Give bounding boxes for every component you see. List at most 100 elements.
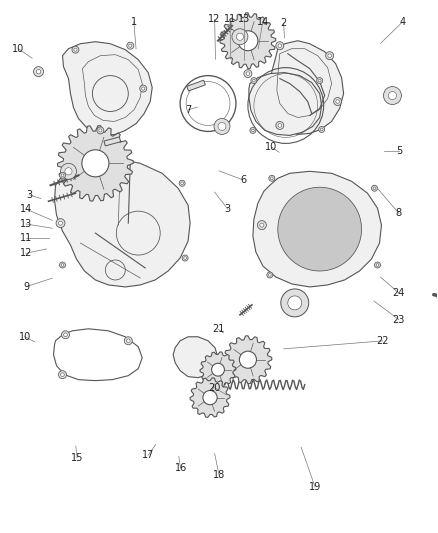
Circle shape [389,92,396,100]
Circle shape [218,123,226,131]
Circle shape [66,169,71,174]
Circle shape [286,195,353,263]
Circle shape [250,127,256,133]
Circle shape [97,127,104,134]
Circle shape [390,93,395,98]
Text: 13: 13 [238,14,251,25]
Circle shape [59,221,63,225]
Text: 19: 19 [309,482,321,492]
Text: 23: 23 [393,314,405,325]
Text: 14: 14 [257,17,269,27]
Circle shape [61,174,64,176]
Circle shape [278,44,282,47]
Circle shape [269,175,275,181]
Circle shape [232,29,248,45]
Circle shape [318,79,321,82]
Circle shape [326,52,334,60]
Text: 11: 11 [20,233,32,244]
Polygon shape [190,378,230,417]
Circle shape [328,54,332,58]
Circle shape [386,90,399,101]
Text: 16: 16 [174,463,187,473]
Circle shape [181,182,184,184]
Polygon shape [220,13,276,69]
Text: 14: 14 [20,204,32,214]
Circle shape [253,79,255,82]
Text: 5: 5 [396,146,402,156]
Circle shape [124,337,132,345]
Circle shape [235,32,245,42]
Text: 7: 7 [185,105,191,115]
Text: 11: 11 [224,14,236,25]
Text: 12: 12 [20,248,32,258]
Circle shape [244,70,252,78]
Polygon shape [54,158,190,287]
Circle shape [276,122,284,130]
Polygon shape [173,337,218,378]
Circle shape [61,331,70,339]
Text: 10: 10 [18,332,31,342]
Text: 1: 1 [131,17,137,27]
Text: 3: 3 [26,190,32,200]
Circle shape [237,33,244,41]
Circle shape [182,255,188,261]
Circle shape [129,44,132,47]
Circle shape [278,187,361,271]
Circle shape [34,67,43,77]
Text: 3: 3 [225,204,231,214]
Circle shape [246,72,250,75]
Polygon shape [63,42,152,135]
Circle shape [336,100,339,103]
Circle shape [374,262,381,268]
Text: 8: 8 [396,208,402,219]
Polygon shape [253,171,381,287]
Circle shape [60,172,66,178]
Circle shape [260,223,264,227]
Polygon shape [270,41,343,134]
Circle shape [334,98,342,106]
Circle shape [203,391,217,405]
Circle shape [376,264,379,266]
Circle shape [298,207,342,251]
Circle shape [36,69,41,74]
Text: 17: 17 [142,450,155,460]
Circle shape [61,264,64,266]
Text: 10: 10 [12,44,24,54]
Circle shape [258,221,266,230]
Circle shape [56,219,65,228]
Circle shape [214,118,230,134]
Circle shape [373,187,376,190]
Circle shape [251,78,257,84]
Circle shape [308,217,332,241]
Polygon shape [57,126,133,201]
Circle shape [278,124,282,127]
Text: 18: 18 [213,470,225,480]
Polygon shape [224,336,272,384]
Circle shape [276,42,284,50]
Text: 20: 20 [208,383,221,393]
Circle shape [99,129,102,132]
Circle shape [238,35,242,39]
Polygon shape [104,137,121,146]
Circle shape [288,296,302,310]
Circle shape [184,257,187,260]
Polygon shape [187,80,205,91]
Circle shape [72,46,79,53]
Circle shape [384,86,401,104]
Circle shape [268,273,271,276]
Circle shape [127,339,130,343]
Circle shape [238,31,258,51]
Circle shape [320,128,323,131]
Circle shape [64,166,74,176]
Circle shape [240,351,256,368]
Circle shape [212,364,224,376]
Text: 13: 13 [20,219,32,229]
Circle shape [141,87,145,90]
Circle shape [60,262,66,268]
Polygon shape [249,72,321,135]
Circle shape [82,150,109,177]
Text: 12: 12 [208,14,221,25]
Circle shape [267,272,273,278]
Text: 4: 4 [399,17,406,27]
Circle shape [64,333,67,336]
